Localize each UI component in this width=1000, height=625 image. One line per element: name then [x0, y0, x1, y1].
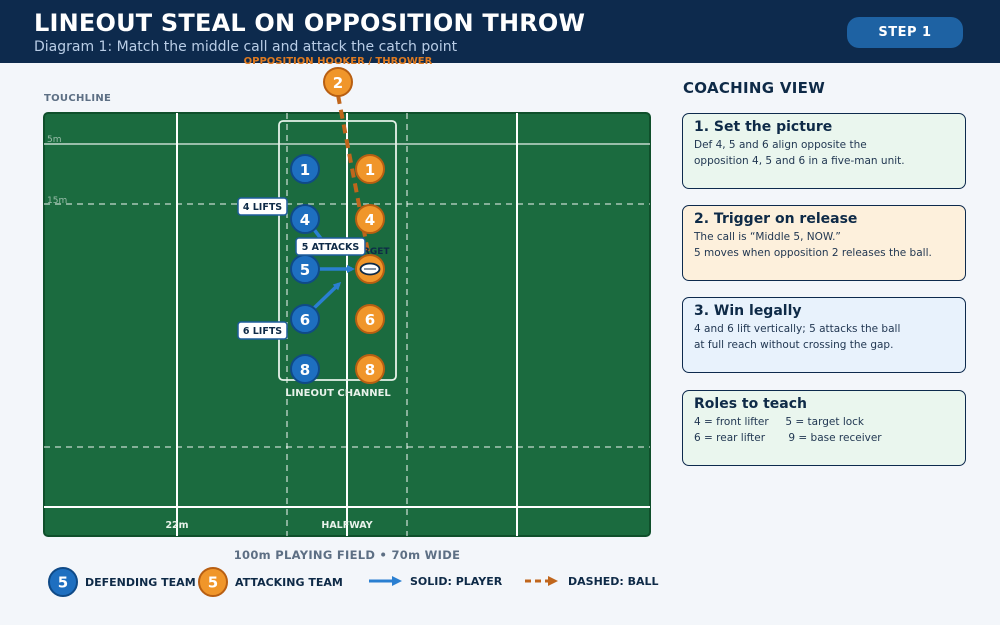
attacker-1[interactable]: [355, 154, 385, 184]
card-set-picture: 1. Set the picture Def 4, 5 and 6 align …: [682, 113, 966, 189]
legend-solid-label: SOLID: PLAYER: [410, 574, 503, 588]
card-roles: Roles to teach 4 = front lifter 5 = targ…: [682, 390, 966, 466]
attacker-6-number: 6: [365, 311, 375, 329]
attacker-4-number: 4: [365, 211, 375, 229]
card-line: opposition 4, 5 and 6 in a five-man unit…: [694, 155, 905, 167]
defender-5-number: 5: [300, 261, 310, 279]
card-trigger-release: 2. Trigger on release The call is “Middl…: [682, 205, 966, 281]
label-22m: 22m: [165, 520, 188, 531]
defender-1[interactable]: [290, 154, 320, 184]
lineout-channel: [278, 120, 397, 381]
legend-attacking-number: 5: [208, 574, 218, 592]
touchline-label: TOUCHLINE: [44, 93, 112, 104]
attacker-4[interactable]: [355, 204, 385, 234]
label-halfway: HALFWAY: [321, 520, 372, 531]
attacker-6[interactable]: [355, 304, 385, 334]
thrower-label: OPPOSITION HOOKER / THROWER: [244, 56, 433, 67]
card-title: 1. Set the picture: [694, 119, 833, 135]
card-line: The call is “Middle 5, NOW.”: [694, 231, 841, 243]
defender-6-number: 6: [300, 311, 310, 329]
target-label: TARGET: [350, 247, 390, 257]
legend-attacking: 5 ATTACKING TEAM: [197, 566, 343, 598]
legend-defending-label: DEFENDING TEAM: [85, 575, 196, 589]
legend-dashed-label: DASHED: BALL: [568, 574, 659, 588]
attacking-swatch-icon: 5: [198, 567, 228, 597]
card-line: 5 moves when opposition 2 releases the b…: [694, 247, 932, 259]
callout-5-attacks: 5 ATTACKS: [302, 242, 360, 253]
solid-arrow-icon: [369, 576, 402, 586]
attacker-8[interactable]: [355, 354, 385, 384]
legend-attacking-label: ATTACKING TEAM: [235, 575, 343, 589]
page-title: LINEOUT STEAL ON OPPOSITION THROW: [34, 9, 586, 37]
header-bar: LINEOUT STEAL ON OPPOSITION THROW Diagra…: [0, 0, 1000, 63]
card-title: 3. Win legally: [694, 303, 802, 319]
legend-defending-number: 5: [58, 574, 68, 592]
card-title: Roles to teach: [694, 396, 807, 412]
card-title: 2. Trigger on release: [694, 211, 858, 227]
legend-dashed: DASHED: BALL: [524, 574, 659, 588]
thrower-number: 2: [333, 74, 343, 92]
card-line: Def 4, 5 and 6 align opposite the: [694, 139, 867, 151]
card-line: 4 and 6 lift vertically; 5 attacks the b…: [694, 323, 901, 335]
legend-solid: SOLID: PLAYER: [368, 574, 502, 588]
callout-6-lifts-box: [237, 321, 288, 340]
page-subtitle: Diagram 1: Match the middle call and att…: [34, 39, 458, 55]
defender-1-number: 1: [300, 161, 310, 179]
defender-6[interactable]: [290, 304, 320, 334]
field-caption: 100m PLAYING FIELD • 70m WIDE: [233, 548, 461, 562]
label-15m: 15m: [47, 196, 67, 206]
defender-8-number: 8: [300, 361, 310, 379]
attacker-8-number: 8: [365, 361, 375, 379]
card-win-legally: 3. Win legally 4 and 6 lift vertically; …: [682, 297, 966, 373]
callout-5-attacks-box: [295, 237, 366, 256]
label-5m: 5m: [47, 135, 62, 145]
card-line: at full reach without crossing the gap.: [694, 339, 894, 351]
thrower-2[interactable]: [323, 67, 353, 97]
callout-4-lifts: 4 LIFTS: [243, 202, 282, 213]
channel-label: LINEOUT CHANNEL: [285, 388, 391, 399]
callout-4-lifts-box: [237, 197, 288, 216]
sidebar-title: COACHING VIEW: [683, 79, 826, 97]
attacker-1-number: 1: [365, 161, 375, 179]
defending-swatch-icon: 5: [48, 567, 78, 597]
dashed-arrow-icon: [525, 576, 558, 586]
roles-row: 4 = front lifter 5 = target lock: [694, 416, 865, 428]
ball-path: [336, 94, 370, 253]
arrow-6-lift: [311, 281, 342, 311]
callout-6-lifts: 6 LIFTS: [243, 326, 282, 337]
roles-row: 6 = rear lifter 9 = base receiver: [694, 432, 882, 444]
defender-4[interactable]: [290, 204, 320, 234]
defender-8[interactable]: [290, 354, 320, 384]
defender-4-number: 4: [300, 211, 310, 229]
step-button[interactable]: STEP 1: [847, 17, 963, 48]
legend-defending: 5 DEFENDING TEAM: [47, 566, 196, 598]
